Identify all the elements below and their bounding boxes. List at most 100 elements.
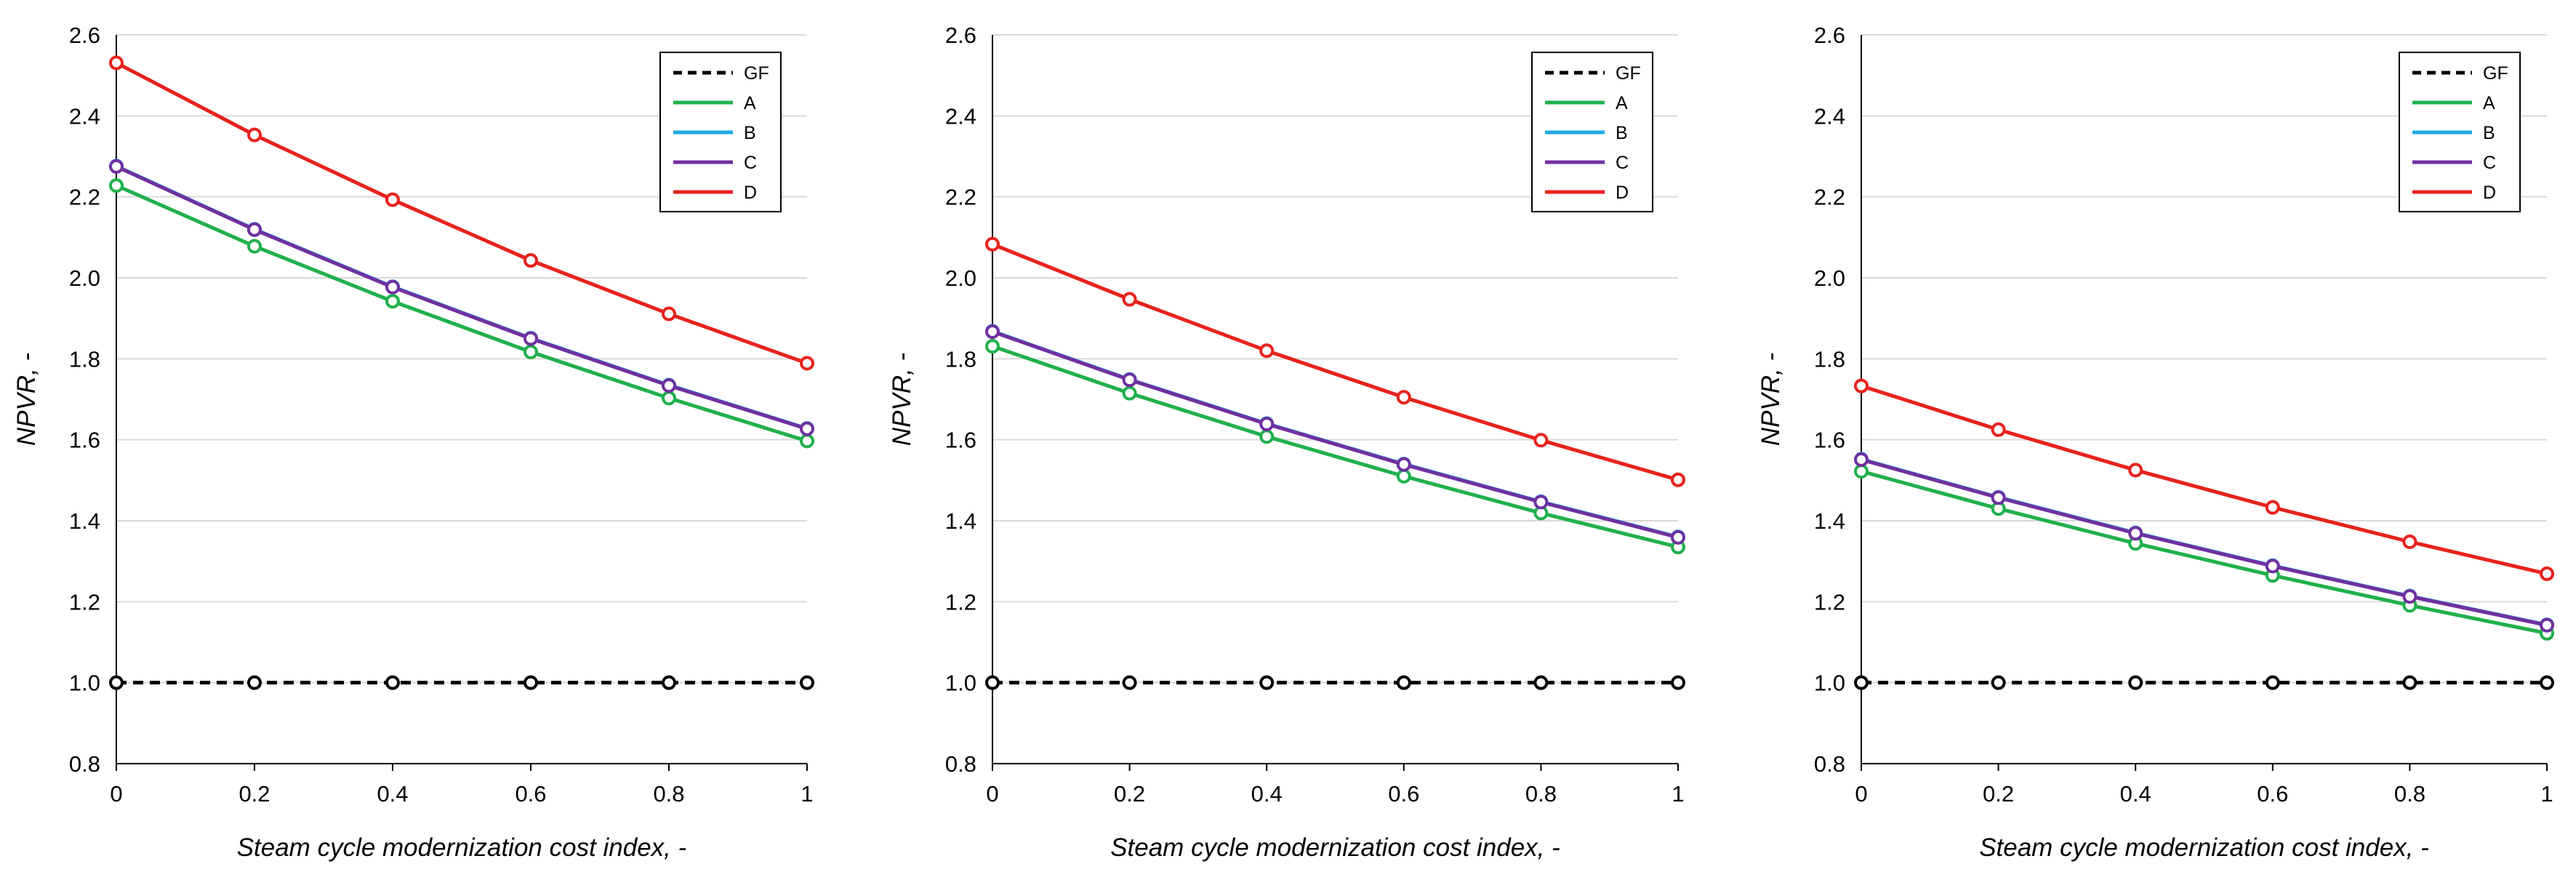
series-gf bbox=[985, 675, 1685, 690]
legend-label: D bbox=[2483, 183, 2496, 203]
x-tick-label: 1 bbox=[801, 781, 813, 807]
data-point bbox=[1991, 422, 2006, 437]
y-tick-label: 1.0 bbox=[945, 671, 976, 696]
y-tick-label: 1.8 bbox=[1814, 346, 1845, 372]
y-tick-label: 2.2 bbox=[69, 185, 100, 210]
data-point bbox=[2402, 534, 2417, 549]
data-point bbox=[800, 356, 814, 371]
legend-label: D bbox=[1616, 183, 1629, 203]
y-tick-label: 1.6 bbox=[945, 428, 976, 453]
y-tick-label: 0.8 bbox=[1814, 751, 1845, 777]
legend-label: B bbox=[2483, 123, 2495, 143]
series-a bbox=[985, 339, 1685, 555]
y-tick-label: 2.0 bbox=[1814, 265, 1845, 291]
data-point bbox=[2402, 675, 2417, 690]
y-tick-label: 1.0 bbox=[69, 671, 100, 696]
y-tick-label: 2.4 bbox=[945, 103, 976, 129]
legend-label: C bbox=[2483, 153, 2496, 173]
y-tick-label: 2.2 bbox=[1814, 185, 1845, 210]
y-tick-label: 2.4 bbox=[1814, 103, 1845, 129]
x-tick-label: 0.2 bbox=[1114, 781, 1145, 807]
y-tick-label: 2.0 bbox=[945, 265, 976, 291]
y-tick-label: 1.6 bbox=[69, 428, 100, 453]
data-point bbox=[1259, 343, 1275, 359]
x-axis-title: Steam cycle modernization cost index, - bbox=[1110, 833, 1560, 862]
data-point bbox=[1671, 675, 1685, 690]
y-axis-title: NPVR, - bbox=[888, 353, 916, 446]
data-point bbox=[2540, 617, 2554, 633]
data-point bbox=[1671, 529, 1685, 545]
y-tick-label: 1.0 bbox=[1814, 671, 1845, 696]
data-point bbox=[1991, 490, 2006, 505]
x-tick-label: 0.2 bbox=[238, 781, 270, 807]
x-tick-label: 0.4 bbox=[2120, 781, 2151, 807]
legend-label: B bbox=[1616, 123, 1628, 143]
data-point bbox=[800, 421, 814, 436]
legend-label: GF bbox=[1616, 63, 1641, 84]
data-point bbox=[985, 236, 1000, 252]
data-point bbox=[985, 339, 1000, 354]
data-point bbox=[385, 294, 400, 309]
series-d bbox=[985, 236, 1685, 487]
data-point bbox=[1122, 292, 1137, 307]
data-point bbox=[1854, 452, 1869, 467]
legend-label: C bbox=[1616, 153, 1629, 173]
x-tick-label: 0 bbox=[110, 781, 122, 807]
y-tick-label: 1.4 bbox=[69, 508, 100, 534]
data-point bbox=[1259, 675, 1275, 690]
data-point bbox=[1122, 675, 1137, 690]
series-line-a bbox=[115, 183, 808, 443]
y-tick-label: 1.4 bbox=[1814, 508, 1845, 534]
data-point bbox=[109, 159, 124, 174]
series-line-b bbox=[1861, 457, 2548, 627]
x-axis-title: Steam cycle modernization cost index, - bbox=[237, 833, 687, 862]
data-point bbox=[385, 192, 400, 207]
y-tick-label: 1.2 bbox=[945, 589, 976, 615]
series-d bbox=[109, 55, 814, 371]
x-tick-label: 1 bbox=[2540, 781, 2553, 807]
legend-label: A bbox=[1616, 93, 1628, 113]
y-tick-label: 2.0 bbox=[69, 265, 100, 291]
y-tick-label: 2.6 bbox=[1814, 23, 1845, 48]
chart-panel-2: 0.8 1.0 1.2 1.4 1.6 1.8 2.0 2.2 2.4 2.6 0 0.2 0.4 0.6… bbox=[888, 23, 1685, 862]
series-line-c bbox=[1861, 457, 2548, 628]
data-point bbox=[1396, 390, 1411, 405]
y-tick-label: 1.6 bbox=[1814, 428, 1845, 453]
y-tick-label: 2.6 bbox=[945, 23, 976, 48]
data-point bbox=[2128, 526, 2143, 541]
data-point bbox=[109, 178, 124, 193]
x-axis-title: Steam cycle modernization cost index, - bbox=[1979, 833, 2429, 862]
data-point bbox=[1396, 468, 1411, 484]
x-tick-label: 0.8 bbox=[1525, 781, 1557, 807]
data-point bbox=[1533, 495, 1549, 510]
series-gf bbox=[109, 675, 814, 690]
data-point bbox=[800, 433, 814, 449]
x-tick-label: 0.8 bbox=[653, 781, 684, 807]
y-tick-label: 2.2 bbox=[945, 185, 976, 210]
data-point bbox=[2540, 675, 2554, 690]
series-a bbox=[109, 178, 814, 449]
data-point bbox=[1854, 675, 1869, 690]
data-point bbox=[1991, 675, 2006, 690]
data-point bbox=[247, 127, 262, 143]
legend-label: A bbox=[2483, 93, 2495, 113]
x-tick-label: 0 bbox=[986, 781, 998, 807]
x-tick-label: 1 bbox=[1672, 781, 1684, 807]
data-point bbox=[247, 675, 262, 690]
data-point bbox=[1533, 433, 1549, 448]
series-c bbox=[985, 324, 1685, 545]
series-gf bbox=[1854, 675, 2554, 690]
legend-label: GF bbox=[744, 63, 769, 84]
data-point bbox=[662, 675, 676, 690]
series-c bbox=[1854, 452, 2554, 633]
y-tick-label: 1.8 bbox=[69, 346, 100, 372]
legend-label: A bbox=[744, 93, 756, 113]
gridlines bbox=[116, 34, 807, 684]
data-point bbox=[1671, 472, 1685, 487]
data-point bbox=[247, 222, 262, 237]
y-tick-label: 1.2 bbox=[69, 589, 100, 615]
data-point bbox=[2265, 500, 2280, 515]
data-point bbox=[1854, 378, 1869, 393]
